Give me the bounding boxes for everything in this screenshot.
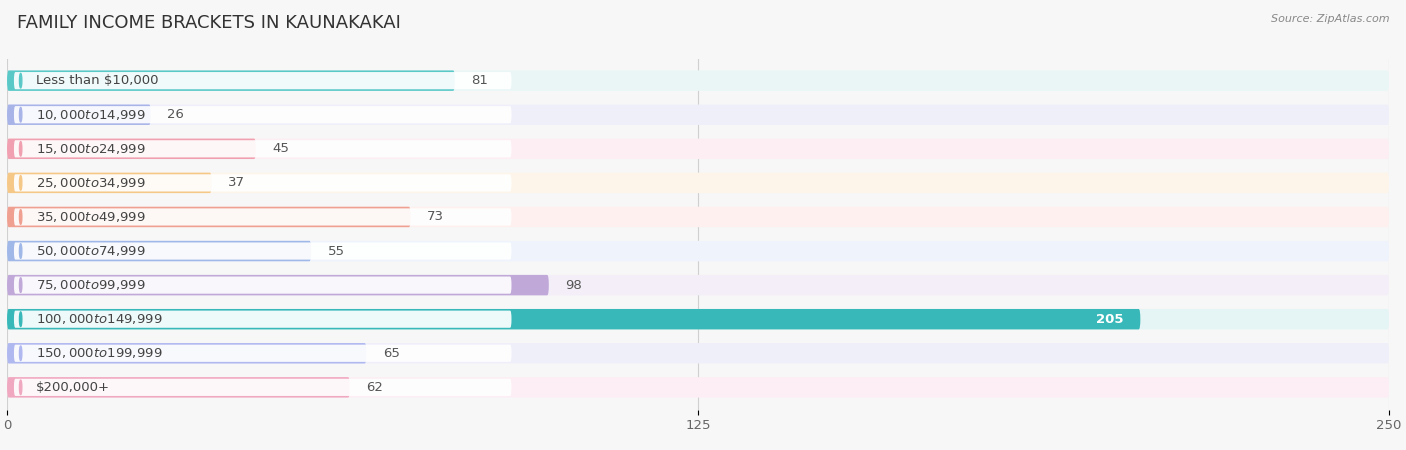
Text: FAMILY INCOME BRACKETS IN KAUNAKAKAI: FAMILY INCOME BRACKETS IN KAUNAKAKAI <box>17 14 401 32</box>
Text: $50,000 to $74,999: $50,000 to $74,999 <box>35 244 145 258</box>
FancyBboxPatch shape <box>7 377 350 397</box>
FancyBboxPatch shape <box>14 243 512 260</box>
FancyBboxPatch shape <box>14 140 512 158</box>
Text: 26: 26 <box>167 108 184 121</box>
Text: 205: 205 <box>1097 313 1123 326</box>
Circle shape <box>20 141 22 156</box>
FancyBboxPatch shape <box>14 72 512 89</box>
Text: Source: ZipAtlas.com: Source: ZipAtlas.com <box>1271 14 1389 23</box>
FancyBboxPatch shape <box>7 343 1389 364</box>
Circle shape <box>20 176 22 190</box>
Text: 65: 65 <box>382 347 399 360</box>
Text: $15,000 to $24,999: $15,000 to $24,999 <box>35 142 145 156</box>
Text: $100,000 to $149,999: $100,000 to $149,999 <box>35 312 162 326</box>
FancyBboxPatch shape <box>14 379 512 396</box>
FancyBboxPatch shape <box>7 139 1389 159</box>
Circle shape <box>20 346 22 360</box>
Text: $25,000 to $34,999: $25,000 to $34,999 <box>35 176 145 190</box>
FancyBboxPatch shape <box>7 173 1389 193</box>
FancyBboxPatch shape <box>7 139 256 159</box>
FancyBboxPatch shape <box>14 208 512 225</box>
FancyBboxPatch shape <box>7 104 1389 125</box>
Text: $35,000 to $49,999: $35,000 to $49,999 <box>35 210 145 224</box>
FancyBboxPatch shape <box>14 106 512 123</box>
FancyBboxPatch shape <box>7 71 1389 91</box>
Text: 73: 73 <box>427 211 444 224</box>
Text: 81: 81 <box>471 74 488 87</box>
FancyBboxPatch shape <box>7 207 1389 227</box>
Text: $150,000 to $199,999: $150,000 to $199,999 <box>35 346 162 360</box>
Text: Less than $10,000: Less than $10,000 <box>35 74 157 87</box>
FancyBboxPatch shape <box>14 345 512 362</box>
FancyBboxPatch shape <box>7 241 1389 261</box>
Text: 45: 45 <box>273 142 290 155</box>
Circle shape <box>20 312 22 327</box>
Text: $10,000 to $14,999: $10,000 to $14,999 <box>35 108 145 122</box>
Circle shape <box>20 244 22 258</box>
FancyBboxPatch shape <box>7 241 311 261</box>
FancyBboxPatch shape <box>7 309 1389 329</box>
Text: $200,000+: $200,000+ <box>35 381 110 394</box>
FancyBboxPatch shape <box>7 173 211 193</box>
FancyBboxPatch shape <box>14 310 512 328</box>
FancyBboxPatch shape <box>7 343 367 364</box>
Text: $75,000 to $99,999: $75,000 to $99,999 <box>35 278 145 292</box>
Circle shape <box>20 380 22 395</box>
FancyBboxPatch shape <box>7 275 548 295</box>
FancyBboxPatch shape <box>14 174 512 191</box>
Text: 55: 55 <box>328 244 344 257</box>
Circle shape <box>20 108 22 122</box>
Circle shape <box>20 210 22 224</box>
FancyBboxPatch shape <box>14 277 512 294</box>
Text: 98: 98 <box>565 279 582 292</box>
FancyBboxPatch shape <box>7 71 454 91</box>
FancyBboxPatch shape <box>7 207 411 227</box>
FancyBboxPatch shape <box>7 309 1140 329</box>
Circle shape <box>20 73 22 88</box>
FancyBboxPatch shape <box>7 377 1389 397</box>
Circle shape <box>20 278 22 292</box>
Text: 62: 62 <box>367 381 384 394</box>
FancyBboxPatch shape <box>7 104 150 125</box>
FancyBboxPatch shape <box>7 275 1389 295</box>
Text: 37: 37 <box>228 176 245 189</box>
